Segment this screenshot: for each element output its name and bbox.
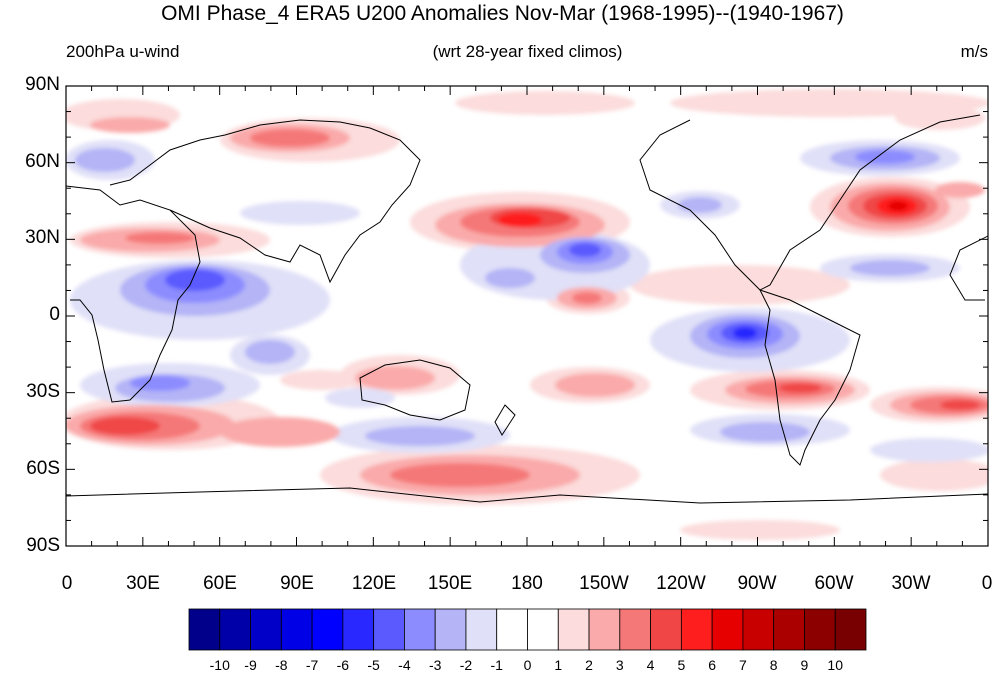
- x-tick-label-30W: 30W: [891, 573, 931, 594]
- coastlines: [66, 114, 988, 504]
- x-tick-label-30E: 30E: [126, 573, 160, 594]
- subtitle-center: (wrt 28-year fixed climos): [432, 42, 623, 61]
- colorbar-label: -4: [398, 657, 411, 673]
- x-tick-label-180: 180: [511, 573, 543, 594]
- colorbar-label: 9: [800, 657, 809, 673]
- map-title: OMI Phase_4 ERA5 U200 Anomalies Nov-Mar …: [161, 2, 844, 25]
- colorbar-swatch: [373, 608, 405, 651]
- colorbar-swatch: [742, 608, 775, 651]
- colorbar-swatch: [619, 608, 651, 651]
- colorbar-swatch: [557, 608, 590, 651]
- colorbar-label: 1: [554, 657, 563, 673]
- y-tick-label-30S: 30S: [26, 381, 60, 402]
- colorbar-swatch: [711, 608, 744, 651]
- subtitle-left: 200hPa u-wind: [66, 42, 180, 61]
- x-tick-label-0: 0: [61, 573, 73, 594]
- y-tick-label-60S: 60S: [26, 458, 60, 479]
- colorbar-swatch: [650, 608, 682, 651]
- colorbar-swatch: [188, 608, 221, 651]
- colorbar-swatch: [404, 608, 436, 651]
- colorbar-label: 7: [739, 657, 747, 673]
- colorbar-label: -8: [275, 657, 288, 673]
- axis-ticks: [65, 85, 989, 547]
- colorbar-label: 3: [615, 657, 624, 673]
- colorbar-swatch: [588, 608, 621, 651]
- colorbar-swatch: [680, 608, 713, 651]
- colorbar-label: -10: [209, 657, 230, 673]
- colorbar-swatch: [496, 608, 528, 651]
- x-tick-label-0-end: 0: [981, 573, 993, 594]
- colorbar-swatch: [465, 608, 498, 651]
- colorbar-label: -1: [490, 657, 503, 673]
- colorbar: [188, 608, 867, 651]
- colorbar-label: 4: [646, 657, 655, 673]
- x-tick-label-150E: 150E: [427, 573, 473, 594]
- colorbar-label: 5: [677, 657, 686, 673]
- colorbar-label: 8: [769, 657, 778, 673]
- colorbar-swatch: [342, 608, 375, 651]
- colorbar-swatch: [527, 608, 559, 651]
- colorbar-swatch: [311, 608, 344, 651]
- x-tick-label-150W: 150W: [579, 573, 629, 594]
- colorbar-label: -9: [244, 657, 257, 673]
- colorbar-label: 10: [827, 657, 843, 673]
- colorbar-swatch: [804, 608, 836, 651]
- x-tick-label-120E: 120E: [351, 573, 397, 594]
- x-tick-label-60E: 60E: [203, 573, 237, 594]
- y-tick-label-0: 0: [49, 304, 60, 325]
- y-tick-label-30N: 30N: [25, 227, 60, 248]
- colorbar-swatch: [434, 608, 467, 651]
- colorbar-label: -7: [305, 657, 319, 673]
- colorbar-swatch: [219, 608, 251, 651]
- colorbar-label: 0: [523, 657, 532, 673]
- x-tick-label-90E: 90E: [280, 573, 314, 594]
- subtitle-units: m/s: [960, 42, 988, 61]
- colorbar-label: -6: [336, 657, 350, 673]
- x-tick-label-90W: 90W: [737, 573, 777, 594]
- colorbar-swatch: [250, 608, 282, 651]
- colorbar-label: 6: [708, 657, 717, 673]
- colorbar-swatch: [280, 608, 313, 651]
- colorbar-label: 2: [585, 657, 593, 673]
- colorbar-swatch: [834, 608, 867, 651]
- colorbar-label: -3: [428, 657, 442, 673]
- x-tick-label-120W: 120W: [656, 573, 706, 594]
- y-tick-label-90N: 90N: [25, 74, 60, 95]
- anomaly-field: [66, 86, 988, 546]
- x-tick-label-60W: 60W: [814, 573, 854, 594]
- colorbar-label: -5: [367, 657, 380, 673]
- colorbar-swatch: [773, 608, 805, 651]
- colorbar-label: -2: [459, 657, 473, 673]
- y-tick-label-60N: 60N: [25, 151, 60, 172]
- y-tick-label-90S: 90S: [26, 535, 60, 556]
